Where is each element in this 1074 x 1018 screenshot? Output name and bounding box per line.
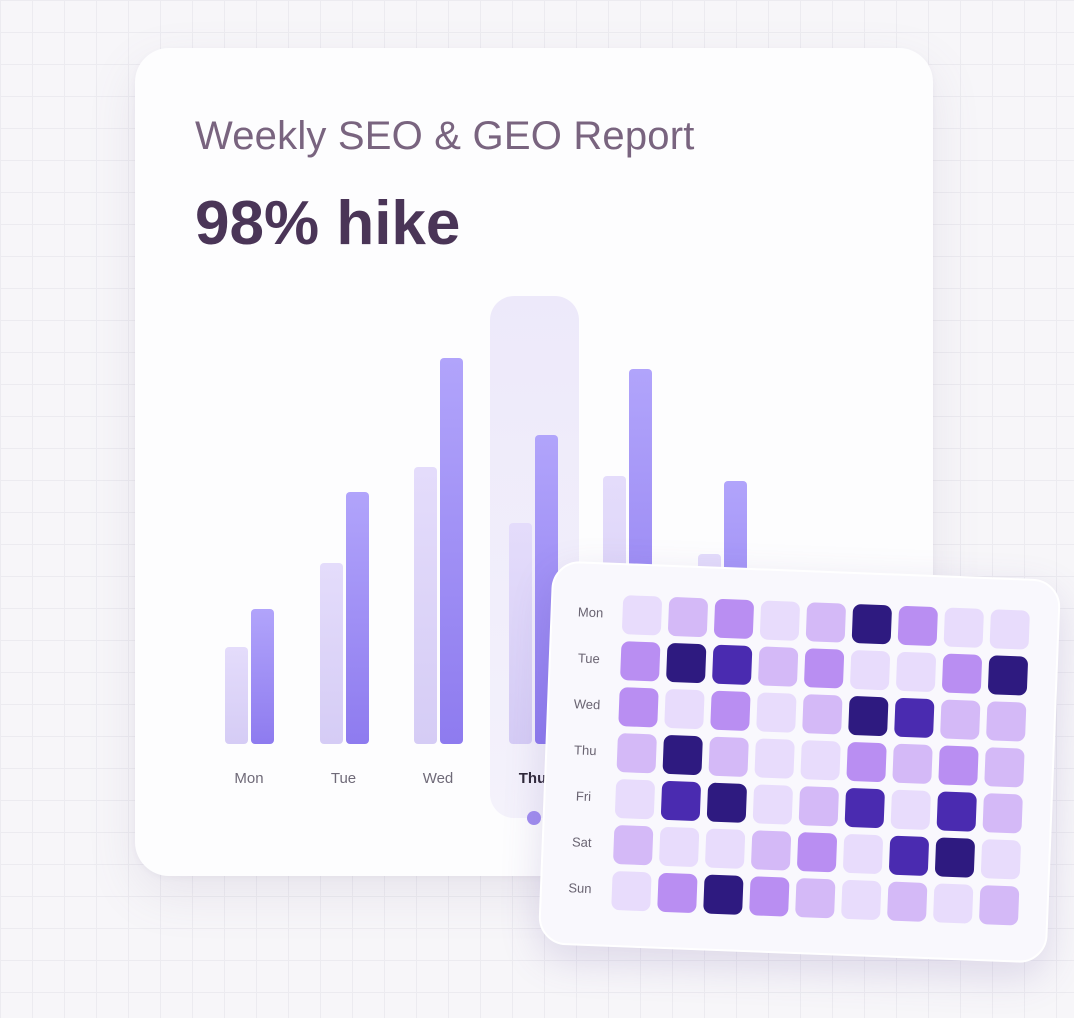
- heatmap-cell[interactable]: [984, 747, 1025, 788]
- heatmap-cell[interactable]: [932, 883, 974, 924]
- seo-report-card: Weekly SEO & GEO Report 98% hike Mon Tue W…: [135, 48, 933, 876]
- selected-day-dot: [527, 811, 541, 825]
- bar-wed-current[interactable]: [440, 358, 463, 744]
- heatmap-cell[interactable]: [941, 653, 983, 694]
- bar-mon-current[interactable]: [251, 609, 274, 744]
- heatmap-cell[interactable]: [612, 824, 654, 866]
- heatmap-cell[interactable]: [846, 741, 887, 783]
- bar-thu-previous[interactable]: [508, 523, 532, 744]
- heatmap-cell[interactable]: [708, 736, 749, 778]
- day-label-wed: Wed: [422, 770, 454, 787]
- heatmap-cell[interactable]: [940, 699, 981, 740]
- heatmap-cell[interactable]: [848, 695, 889, 737]
- heatmap-cell[interactable]: [754, 738, 795, 779]
- heatmap-cell[interactable]: [980, 839, 1022, 880]
- bar-wed-previous[interactable]: [414, 467, 437, 744]
- heatmap-cell[interactable]: [757, 646, 799, 687]
- heatmap-row-label-sun: Sun: [568, 880, 592, 897]
- heatmap-cell[interactable]: [897, 605, 939, 647]
- heatmap-row-label-thu: Thu: [573, 742, 597, 759]
- heatmap-cell[interactable]: [892, 743, 933, 785]
- heatmap-cell[interactable]: [621, 595, 663, 636]
- heatmap-cell[interactable]: [802, 694, 843, 735]
- heatmap-cell[interactable]: [844, 787, 886, 829]
- heatmap-cell[interactable]: [759, 600, 801, 641]
- heatmap-cell[interactable]: [890, 789, 931, 831]
- heatmap-cell[interactable]: [886, 881, 928, 922]
- heatmap-cell[interactable]: [795, 877, 836, 919]
- heatmap-cell[interactable]: [978, 885, 1020, 926]
- day-label-mon: Mon: [234, 770, 264, 787]
- heatmap-cell[interactable]: [987, 655, 1029, 696]
- heatmap-row-label-wed: Wed: [573, 696, 601, 713]
- heatmap-cell[interactable]: [798, 786, 840, 827]
- heatmap-cell[interactable]: [750, 830, 792, 871]
- heatmap-cell[interactable]: [851, 603, 893, 645]
- heatmap-cell[interactable]: [704, 828, 746, 869]
- heatmap-cell[interactable]: [752, 784, 794, 825]
- activity-heatmap-card: Mon Tue Wed Thu Fri Sat Sun: [537, 560, 1062, 964]
- hike-metric: 98% hike: [195, 189, 461, 258]
- heatmap-cell[interactable]: [665, 642, 707, 684]
- heatmap-cell[interactable]: [803, 648, 845, 689]
- heatmap-cell[interactable]: [657, 872, 698, 914]
- heatmap-cell[interactable]: [989, 609, 1030, 650]
- heatmap-cell[interactable]: [796, 832, 838, 873]
- heatmap-row-label-fri: Fri: [575, 788, 592, 805]
- heatmap-cell[interactable]: [713, 598, 755, 640]
- heatmap-cell[interactable]: [842, 833, 884, 875]
- heatmap-cell[interactable]: [616, 733, 657, 774]
- bar-tue-current[interactable]: [345, 492, 369, 744]
- heatmap-cell[interactable]: [985, 701, 1027, 742]
- heatmap-cell[interactable]: [841, 879, 882, 921]
- heatmap-row-label-sat: Sat: [571, 834, 592, 851]
- heatmap-cell[interactable]: [711, 644, 753, 686]
- heatmap-cell[interactable]: [620, 641, 661, 682]
- bar-mon-previous[interactable]: [225, 647, 248, 744]
- heatmap-row-label-tue: Tue: [577, 650, 601, 667]
- day-label-thu: Thu: [518, 770, 547, 787]
- heatmap-cell[interactable]: [849, 649, 891, 691]
- heatmap-cell[interactable]: [662, 734, 703, 776]
- heatmap-cell[interactable]: [888, 835, 930, 877]
- report-title: Weekly SEO & GEO Report: [195, 114, 695, 158]
- heatmap-cell[interactable]: [934, 837, 976, 878]
- heatmap-cell[interactable]: [982, 793, 1023, 834]
- heatmap-cell[interactable]: [800, 740, 841, 781]
- heatmap-cell[interactable]: [667, 596, 709, 638]
- heatmap-cell[interactable]: [805, 602, 847, 643]
- heatmap-cell[interactable]: [894, 697, 935, 739]
- heatmap-cell[interactable]: [936, 791, 977, 832]
- day-label-tue: Tue: [330, 770, 357, 787]
- heatmap-cell[interactable]: [611, 870, 652, 912]
- heatmap-cell[interactable]: [614, 778, 656, 820]
- heatmap-cell[interactable]: [660, 780, 702, 822]
- heatmap-cell[interactable]: [943, 607, 985, 648]
- heatmap-cell[interactable]: [710, 690, 751, 732]
- heatmap-cell[interactable]: [703, 874, 744, 915]
- heatmap-cell[interactable]: [706, 782, 748, 823]
- heatmap-row-label-mon: Mon: [577, 604, 604, 621]
- bar-tue-previous[interactable]: [319, 563, 343, 744]
- heatmap-cell[interactable]: [895, 651, 937, 693]
- heatmap-cell[interactable]: [618, 687, 659, 728]
- heatmap-cell[interactable]: [756, 692, 797, 733]
- heatmap-cell[interactable]: [658, 826, 700, 868]
- heatmap-cell[interactable]: [664, 688, 705, 730]
- heatmap-cell[interactable]: [938, 745, 979, 786]
- heatmap-cell[interactable]: [749, 876, 790, 917]
